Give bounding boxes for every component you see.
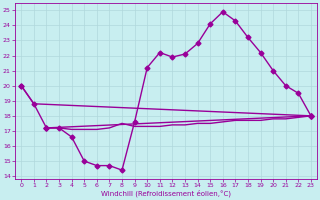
X-axis label: Windchill (Refroidissement éolien,°C): Windchill (Refroidissement éolien,°C): [101, 190, 231, 197]
